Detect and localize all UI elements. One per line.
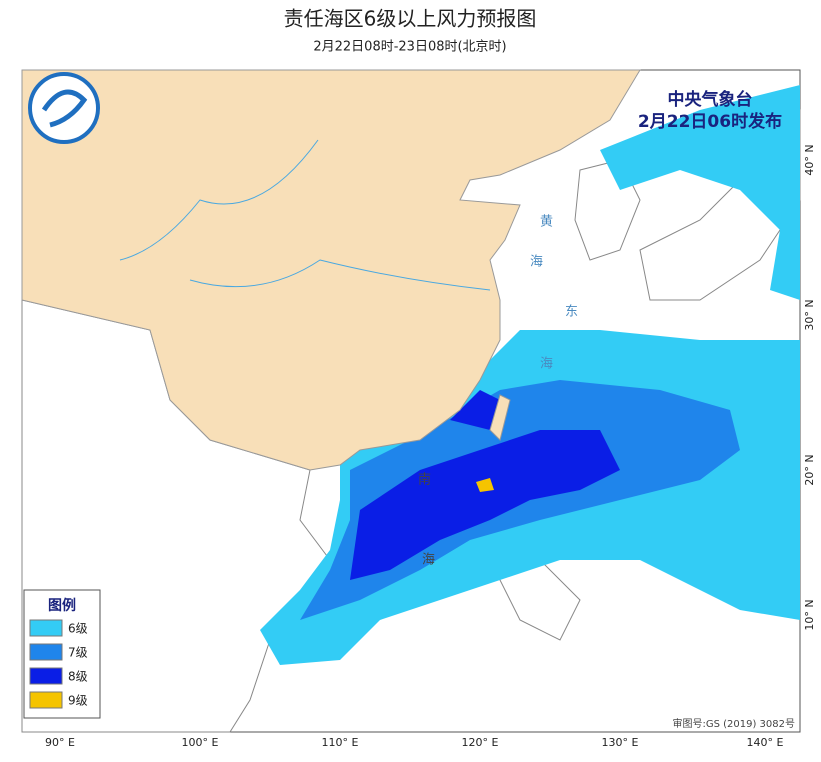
longitude-label: 100° E [182,736,219,749]
agency-name: 中央气象台 [668,89,753,110]
sea-label: 东 [565,305,578,320]
sea-label: 海 [530,255,543,270]
legend-swatch [29,667,63,685]
legend-swatch [29,643,63,661]
latitude-label: 10° N [803,599,816,630]
longitude-label: 90° E [45,736,75,749]
river [189,259,491,291]
latitude-label: 20° N [803,454,816,485]
legend-label: 7级 [68,646,88,660]
china-land [21,69,641,471]
wind-zone-9 [476,478,494,492]
approval-number: 审图号:GS (2019) 3082号 [672,717,795,730]
issue-time: 2月22日06时发布 [638,111,782,132]
legend-label: 9级 [68,694,88,708]
logo [28,72,100,144]
legend: 图例 6级 7级 8级 9级 [23,589,101,719]
map-title: 责任海区6级以上风力预报图 [284,7,537,31]
wind-zone-6 [600,85,800,300]
latitude-label: 30° N [803,299,816,330]
longitude-label: 140° E [747,736,784,749]
map-subtitle: 2月22日08时-23日08时(北京时) [313,40,506,55]
longitude-label: 110° E [322,736,359,749]
legend-title: 图例 [48,597,76,614]
latitude-label: 40° N [803,144,816,175]
wind-zone-8 [450,390,500,430]
sea-label: 南 [418,472,431,488]
river [119,139,319,261]
legend-swatch [29,691,63,709]
taiwan-land [489,394,511,441]
logo-mark [41,89,88,128]
longitude-label: 120° E [462,736,499,749]
legend-label: 8级 [68,670,88,684]
legend-label: 6级 [68,622,88,636]
wind-zone-8 [350,430,620,580]
legend-swatch [29,619,63,637]
sea-label: 海 [540,357,553,372]
longitude-label: 130° E [602,736,639,749]
sea-label: 海 [422,553,435,568]
sea-label: 黄 [540,215,553,230]
